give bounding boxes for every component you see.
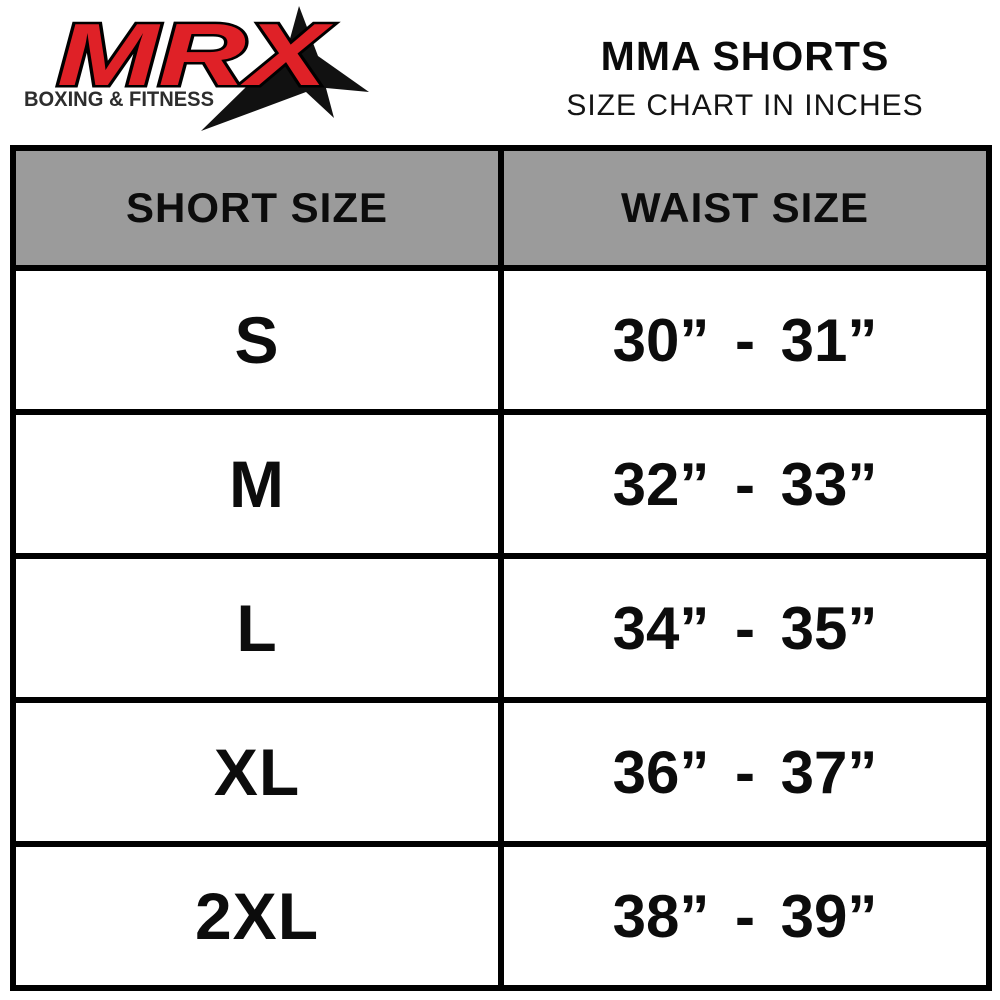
waist-size-cell: 38” - 39” bbox=[498, 841, 992, 991]
waist-size-cell: 32” - 33” bbox=[498, 409, 992, 559]
table-row: XL 36” - 37” bbox=[10, 697, 992, 847]
table-header-row: SHORT SIZE WAIST SIZE bbox=[10, 145, 992, 271]
table-row: S 30” - 31” bbox=[10, 265, 992, 415]
short-size-cell: M bbox=[10, 409, 504, 559]
page-subtitle: SIZE CHART IN INCHES bbox=[566, 89, 924, 122]
star-swoosh-icon bbox=[201, 6, 369, 131]
table-row: L 34” - 35” bbox=[10, 553, 992, 703]
short-size-cell: XL bbox=[10, 697, 504, 847]
table-row: M 32” - 33” bbox=[10, 409, 992, 559]
waist-size-cell: 36” - 37” bbox=[498, 697, 992, 847]
brand-name: MRX bbox=[57, 5, 334, 104]
page-title: MMA SHORTS bbox=[600, 33, 890, 79]
title-block: MMA SHORTS SIZE CHART IN INCHES bbox=[505, 34, 985, 122]
column-header-short-size: SHORT SIZE bbox=[10, 145, 504, 271]
brand-tagline: BOXING & FITNESS bbox=[24, 88, 214, 111]
short-size-cell: 2XL bbox=[10, 841, 504, 991]
column-header-waist-size: WAIST SIZE bbox=[498, 145, 992, 271]
short-size-cell: S bbox=[10, 265, 504, 415]
waist-size-cell: 34” - 35” bbox=[498, 553, 992, 703]
brand-logo: MRX BOXING & FITNESS bbox=[24, 3, 369, 131]
table-row: 2XL 38” - 39” bbox=[10, 841, 992, 991]
waist-size-cell: 30” - 31” bbox=[498, 265, 992, 415]
short-size-cell: L bbox=[10, 553, 504, 703]
size-chart-table: SHORT SIZE WAIST SIZE S 30” - 31” M 32” … bbox=[10, 145, 992, 991]
